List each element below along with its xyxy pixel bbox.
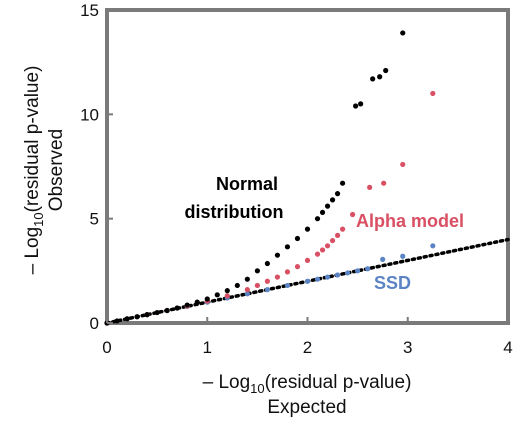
data-point	[294, 264, 301, 270]
data-point	[264, 278, 270, 284]
data-points-layer	[104, 30, 436, 326]
y-axis-ticks: 0 5 10 15	[80, 1, 113, 333]
data-point	[334, 272, 341, 278]
data-point	[365, 266, 371, 272]
data-point	[144, 312, 150, 318]
annotation-distribution: distribution	[185, 202, 284, 222]
data-point	[339, 226, 346, 232]
data-point	[353, 103, 359, 109]
data-point	[334, 232, 341, 238]
data-point	[380, 256, 386, 262]
data-point	[355, 268, 361, 274]
x-axis-title-prefix: – Log	[203, 372, 251, 393]
data-point	[370, 76, 376, 82]
data-point	[214, 292, 220, 298]
data-point	[264, 287, 270, 293]
data-point	[400, 30, 406, 36]
y-tick-label: 10	[80, 105, 99, 124]
x-tick-label: 4	[503, 338, 512, 357]
data-point	[329, 237, 336, 244]
data-point	[274, 274, 281, 280]
y-axis-title-suffix: (residual p-value)	[22, 66, 43, 213]
data-point	[324, 243, 331, 249]
data-point	[350, 211, 356, 218]
data-point	[324, 274, 331, 280]
data-point	[381, 180, 387, 186]
data-point	[124, 316, 130, 322]
data-point	[324, 203, 331, 209]
data-point	[339, 180, 346, 186]
data-point	[377, 74, 383, 80]
data-point	[314, 251, 321, 257]
annotation-ssd: SSD	[374, 273, 411, 293]
data-point	[345, 270, 351, 276]
data-point	[194, 299, 200, 305]
y-tick-label: 5	[90, 210, 99, 229]
data-point	[314, 216, 321, 222]
data-point	[383, 67, 389, 74]
data-point	[114, 318, 120, 324]
data-point	[329, 197, 336, 203]
series-normal-distribution	[104, 30, 406, 326]
data-point	[304, 226, 311, 232]
data-point	[154, 309, 160, 316]
x-axis-title: – Log10(residual p-value)	[203, 372, 412, 396]
x-tick-label: 1	[203, 338, 212, 357]
data-point	[184, 302, 190, 308]
annotation-alpha-model: Alpha model	[356, 211, 464, 231]
x-axis-title-line2: Expected	[267, 397, 346, 418]
data-point	[254, 268, 260, 274]
data-point	[400, 161, 406, 168]
data-point	[134, 314, 140, 320]
data-point	[304, 278, 311, 284]
data-point	[264, 260, 270, 267]
data-point	[304, 257, 311, 263]
data-point	[244, 276, 250, 282]
data-point	[244, 287, 250, 293]
x-tick-label: 3	[403, 338, 412, 357]
data-point	[224, 293, 230, 299]
data-point	[224, 288, 230, 294]
data-point	[294, 235, 301, 242]
y-axis-title: – Log10(residual p-value)	[22, 66, 46, 275]
x-tick-label: 0	[102, 338, 111, 357]
y-axis-title-line2: Observed	[46, 129, 67, 211]
data-point	[334, 191, 341, 197]
data-point	[430, 90, 436, 97]
data-point	[284, 244, 291, 250]
data-point	[284, 269, 291, 275]
y-tick-label: 0	[90, 314, 99, 333]
data-point	[367, 184, 373, 190]
data-point	[174, 305, 180, 311]
data-point	[254, 282, 260, 289]
data-point	[274, 252, 281, 258]
y-axis-title-prefix: – Log	[22, 227, 43, 275]
y-axis-title-subscript: 10	[31, 212, 46, 226]
x-axis-title-suffix: (residual p-value)	[265, 372, 412, 393]
data-point	[430, 243, 436, 249]
x-axis-ticks: 0 1 2 3 4	[102, 317, 513, 357]
data-point	[204, 296, 210, 302]
x-axis-title-subscript: 10	[250, 381, 264, 396]
data-point	[400, 253, 406, 259]
y-tick-label: 15	[80, 1, 99, 20]
data-point	[319, 247, 326, 253]
data-point	[164, 307, 170, 314]
data-point	[314, 276, 321, 282]
data-point	[234, 282, 240, 289]
data-point	[319, 209, 326, 216]
plot-frame	[105, 8, 510, 325]
x-tick-label: 2	[303, 338, 312, 357]
data-point	[284, 282, 291, 289]
data-point	[244, 291, 250, 297]
data-point	[358, 101, 364, 107]
annotation-normal: Normal	[216, 174, 278, 194]
